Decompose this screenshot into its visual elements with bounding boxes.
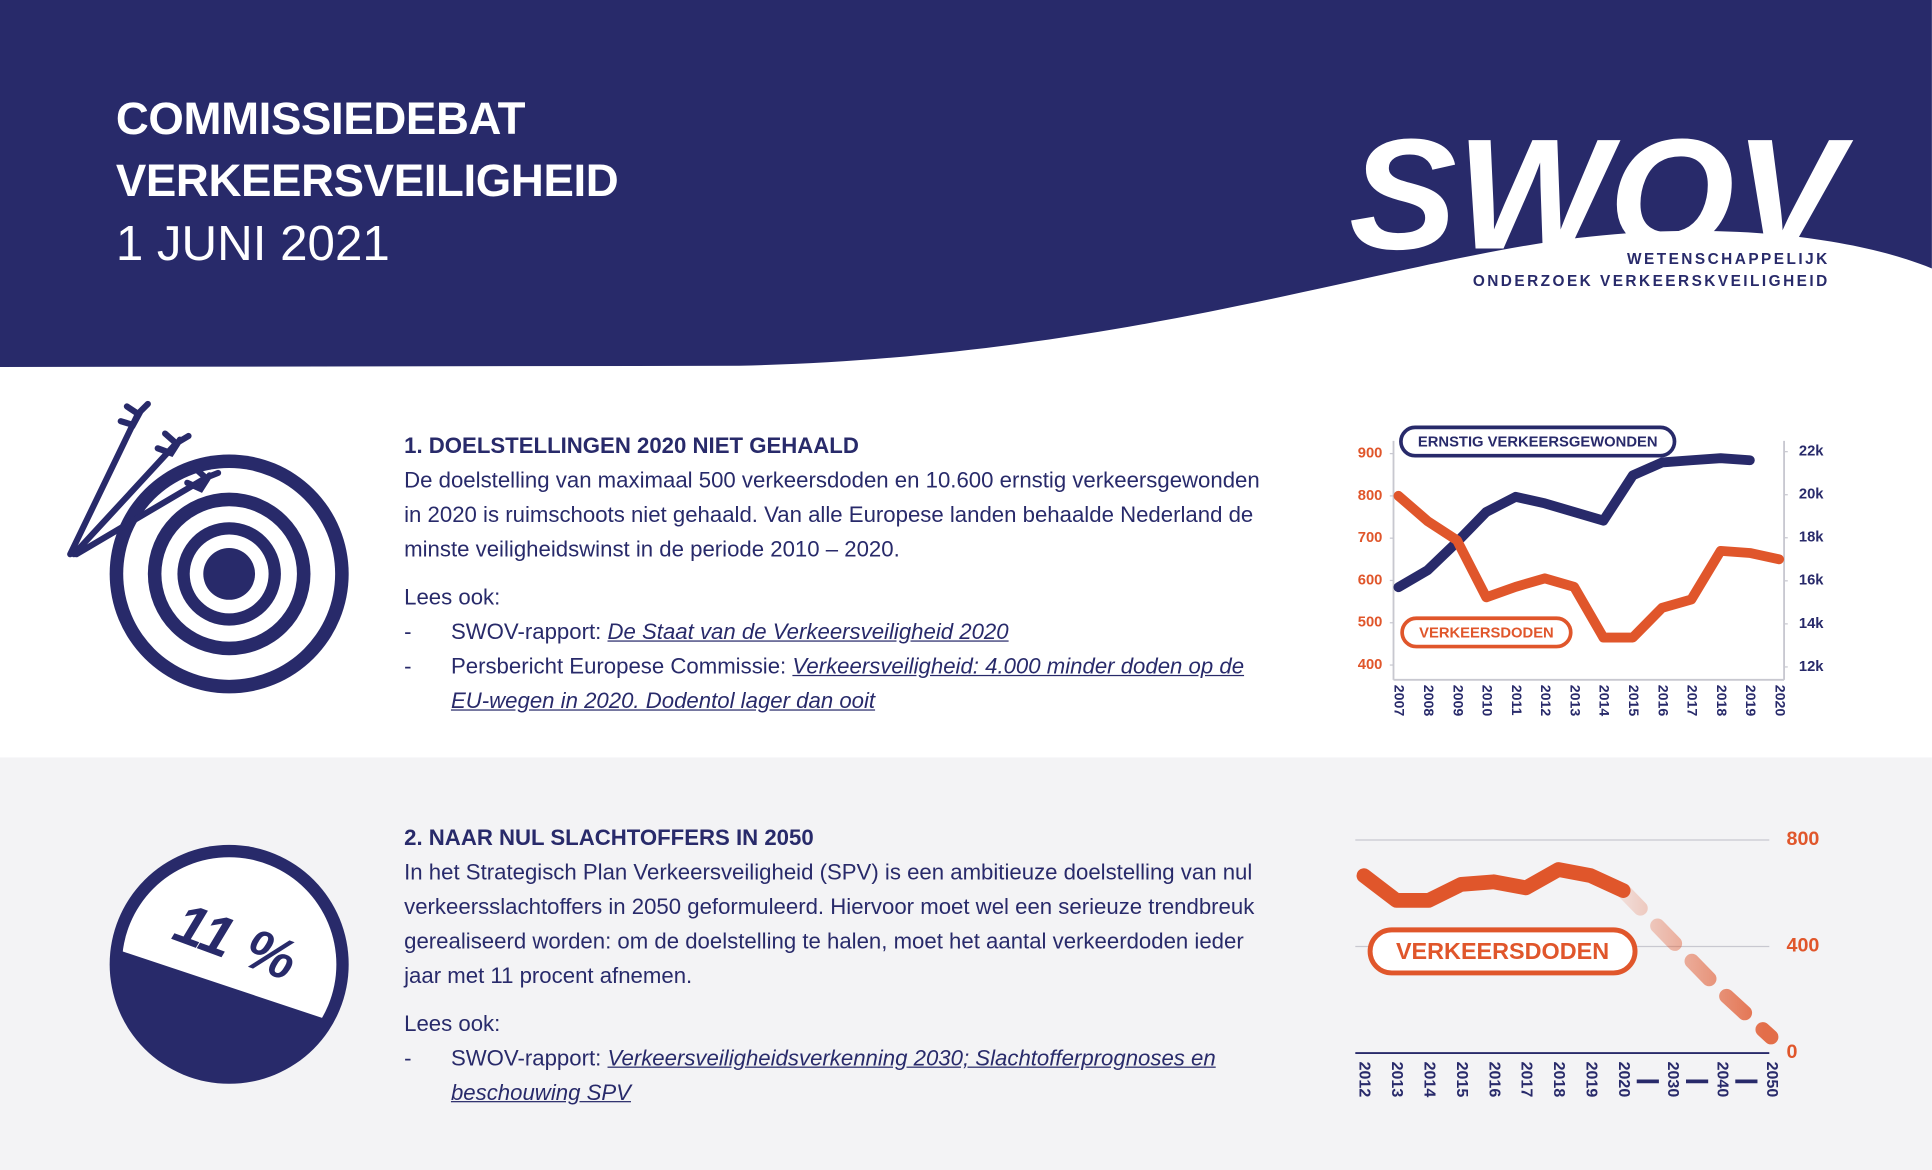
section-heading: 1. DOELSTELLINGEN 2020 NIET GEHAALD: [404, 433, 859, 459]
x-tick-label: 2007: [1391, 685, 1407, 717]
y-tick-label: 400: [1358, 657, 1383, 673]
y-tick-label: 700: [1358, 530, 1383, 546]
x-tick-label: 2040: [1714, 1062, 1731, 1098]
bullet: -: [404, 619, 412, 645]
link-text: SWOV-rapport: De Staat van de Verkeersve…: [451, 615, 1009, 649]
link-item: - SWOV-rapport: De Staat van de Verkeersv…: [404, 615, 1273, 649]
see-also: Lees ook:: [404, 1011, 501, 1036]
section-body: De doelstelling van maximaal 500 verkeer…: [404, 468, 1260, 562]
link-item: - SWOV-rapport: Verkeersveiligheidsverken…: [404, 1041, 1273, 1110]
see-also: Lees ook:: [404, 585, 501, 610]
x-tick-label: 2016: [1654, 685, 1670, 717]
x-tick-label: 2050: [1763, 1062, 1780, 1098]
legend-item: VERKEERSDODEN: [1400, 616, 1573, 649]
section: 2. NAAR NUL SLACHTOFFERS IN 2050 In het …: [404, 820, 1273, 1109]
x-tick-label: 2019: [1742, 685, 1758, 717]
x-tick-label: 2020: [1615, 1062, 1632, 1098]
legend-item: VERKEERSDODEN: [1367, 927, 1638, 976]
y2-tick-label: 12k: [1799, 659, 1824, 675]
title-line: VERKEERSVEILIGHEID: [115, 155, 619, 206]
legend-label: ERNSTIG VERKEERSGEWONDEN: [1418, 435, 1658, 451]
series-line: [1356, 862, 1631, 908]
x-tick-label: 2030: [1664, 1062, 1681, 1098]
x-tick-label: 2014: [1421, 1062, 1438, 1098]
logo: SWOV: [1349, 107, 1854, 283]
link-source: Persbericht Europese Commissie:: [450, 653, 787, 679]
x-tick-label: 2012: [1356, 1062, 1373, 1098]
legend-label: VERKEERSDODEN: [1419, 626, 1554, 642]
forecast-line: [1615, 883, 1779, 1045]
link-source: SWOV-rapport:: [450, 619, 602, 645]
link-source: SWOV-rapport:: [450, 1045, 602, 1071]
legend-label: VERKEERSDODEN: [1396, 938, 1609, 964]
y-tick-label: 0: [1787, 1041, 1798, 1063]
link-text: SWOV-rapport: Verkeersveiligheidsverkenn…: [451, 1041, 1273, 1110]
x-tick-label: 2008: [1420, 685, 1436, 717]
y2-tick-label: 22k: [1799, 444, 1824, 460]
x-tick-label: 2015: [1453, 1062, 1470, 1098]
section-heading: 2. NAAR NUL SLACHTOFFERS IN 2050: [404, 825, 814, 850]
x-tick-label: 2013: [1388, 1062, 1405, 1098]
x-tick-label: 2014: [1596, 685, 1612, 717]
link[interactable]: Verkeersveiligheid: 4.000 minder doden o…: [450, 653, 1245, 714]
y-tick-label: 800: [1358, 488, 1383, 504]
x-tick-label: 2009: [1449, 685, 1465, 717]
header-band: [0, 0, 1932, 368]
y-tick-label: 400: [1787, 935, 1820, 957]
link-item: - Persbericht Europese Commissie: Verkeer…: [404, 649, 1273, 718]
section: 1. DOELSTELLINGEN 2020 NIET GEHAALD De d…: [404, 429, 1273, 718]
y-tick-label: 900: [1358, 446, 1383, 462]
title-line: COMMISSIEDEBAT: [115, 93, 526, 145]
legend-pill: [1399, 425, 1677, 458]
x-tick-label: 2010: [1479, 685, 1495, 717]
logo-subtitle: ONDERZOEK VERKEERSKVEILIGHEID: [1473, 273, 1830, 290]
x-tick-label: 2011: [1508, 685, 1524, 716]
logo-subtitle: WETENSCHAPPELIJK: [1627, 251, 1830, 268]
y-tick-label: 500: [1358, 615, 1383, 631]
date: 1 JUNI 2021: [115, 216, 390, 271]
x-tick-label: 2016: [1485, 1062, 1502, 1098]
legend-pill: [1400, 616, 1573, 649]
x-tick-label: 2012: [1537, 685, 1553, 717]
y2-tick-label: 18k: [1799, 530, 1824, 546]
x-tick-label: 2013: [1566, 685, 1582, 717]
x-tick-label: 2019: [1583, 1062, 1600, 1098]
x-tick-label: 2018: [1550, 1062, 1567, 1098]
bullet: -: [404, 653, 412, 679]
x-tick-label: 2015: [1625, 685, 1641, 717]
x-tick-label: 2017: [1684, 685, 1700, 717]
series-line: [1393, 490, 1785, 643]
legend-item: ERNSTIG VERKEERSGEWONDEN: [1399, 425, 1677, 458]
link[interactable]: De Staat van de Verkeersveiligheid 2020: [607, 619, 1009, 645]
y2-tick-label: 20k: [1799, 487, 1824, 503]
x-tick-label: 2017: [1518, 1062, 1535, 1098]
x-tick-label: 2020: [1771, 685, 1787, 717]
y2-tick-label: 16k: [1799, 573, 1824, 589]
legend-pill: [1367, 927, 1638, 976]
x-tick-label: 2018: [1713, 685, 1729, 717]
percentage-icon: 11 %: [109, 844, 349, 1084]
bullet: -: [404, 1045, 412, 1071]
y-tick-label: 600: [1358, 572, 1383, 588]
section-body: In het Strategisch Plan Verkeersveilighe…: [404, 859, 1255, 988]
target-icon: [67, 400, 349, 694]
y-tick-label: 800: [1787, 828, 1820, 850]
link-text: Persbericht Europese Commissie: Verkeers…: [451, 649, 1273, 718]
link[interactable]: Verkeersveiligheidsverkenning 2030; Slac…: [450, 1045, 1216, 1105]
y2-tick-label: 14k: [1799, 616, 1824, 632]
